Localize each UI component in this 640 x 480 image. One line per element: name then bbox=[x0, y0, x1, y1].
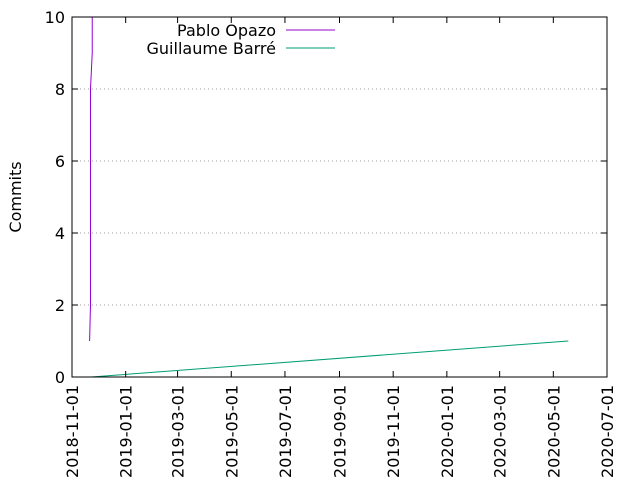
legend-label-1: Pablo Opazo bbox=[177, 21, 276, 40]
y-tick-label: 4 bbox=[55, 224, 65, 243]
axes: 0 2 4 6 8 10 2018-11-01 2019-01-01 2019-03-01 201… bbox=[45, 8, 617, 478]
y-tick-label: 10 bbox=[45, 8, 65, 27]
x-tick-label: 2020-03-01 bbox=[491, 385, 510, 478]
y-tick-label: 2 bbox=[55, 296, 65, 315]
x-tick-label: 2019-11-01 bbox=[384, 385, 403, 478]
x-tick-label: 2020-07-01 bbox=[598, 385, 617, 478]
series-line-2 bbox=[91, 340, 569, 377]
x-tick-label: 2019-09-01 bbox=[331, 385, 350, 478]
x-tick-label: 2019-07-01 bbox=[276, 385, 295, 478]
grid-lines bbox=[72, 88, 607, 306]
y-tick-label: 0 bbox=[55, 368, 65, 387]
x-tick-label: 2020-05-01 bbox=[544, 385, 563, 478]
x-tick-label: 2018-11-01 bbox=[63, 385, 82, 478]
x-tick-label: 2019-01-01 bbox=[117, 385, 136, 478]
plot-border bbox=[71, 16, 608, 378]
y-tick-label: 6 bbox=[55, 152, 65, 171]
x-tick-label: 2020-01-01 bbox=[438, 385, 457, 478]
y-tick-label: 8 bbox=[55, 80, 65, 99]
legend-label-2: Guillaume Barré bbox=[147, 39, 276, 58]
x-tick-label: 2019-05-01 bbox=[222, 385, 241, 478]
y-axis-label: Commits bbox=[6, 161, 25, 232]
series-lines bbox=[89, 17, 569, 377]
series-line-1 bbox=[89, 17, 93, 342]
x-tick-label: 2019-03-01 bbox=[169, 385, 188, 478]
